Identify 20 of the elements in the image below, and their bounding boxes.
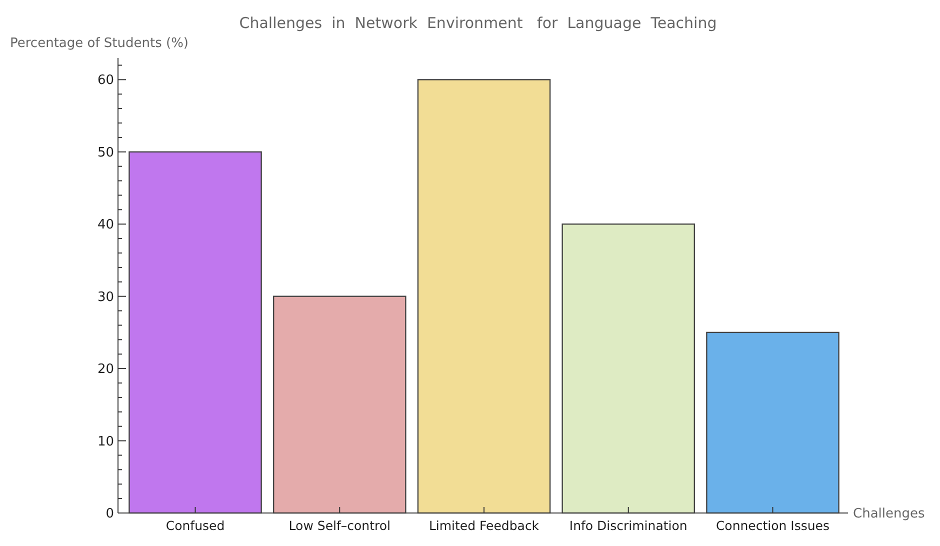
x-tick-label: Info Discrimination [569,518,688,533]
bar [562,224,696,514]
x-axis-title: Challenges [853,506,925,522]
chart-title: Challenges in Network Environment for Language Teaching [239,14,717,32]
bar [128,151,262,514]
x-tick-label: Confused [166,518,225,533]
bar [706,332,840,514]
y-tick-label: 30 [97,290,114,305]
bar [272,296,406,514]
y-tick-label: 40 [97,218,114,233]
y-axis-title: Percentage of Students (%) [10,36,189,51]
bar [417,79,551,514]
y-tick-label: 10 [97,434,114,450]
x-tick-label: Limited Feedback [428,518,540,533]
x-tick-label: Connection Issues [716,518,830,533]
y-tick-label: 50 [97,145,114,160]
y-tick-label: 60 [97,73,114,88]
y-tick-label: 0 [106,506,114,522]
x-tick-label: Low Self–control [288,518,390,533]
y-tick-label: 20 [97,362,114,378]
